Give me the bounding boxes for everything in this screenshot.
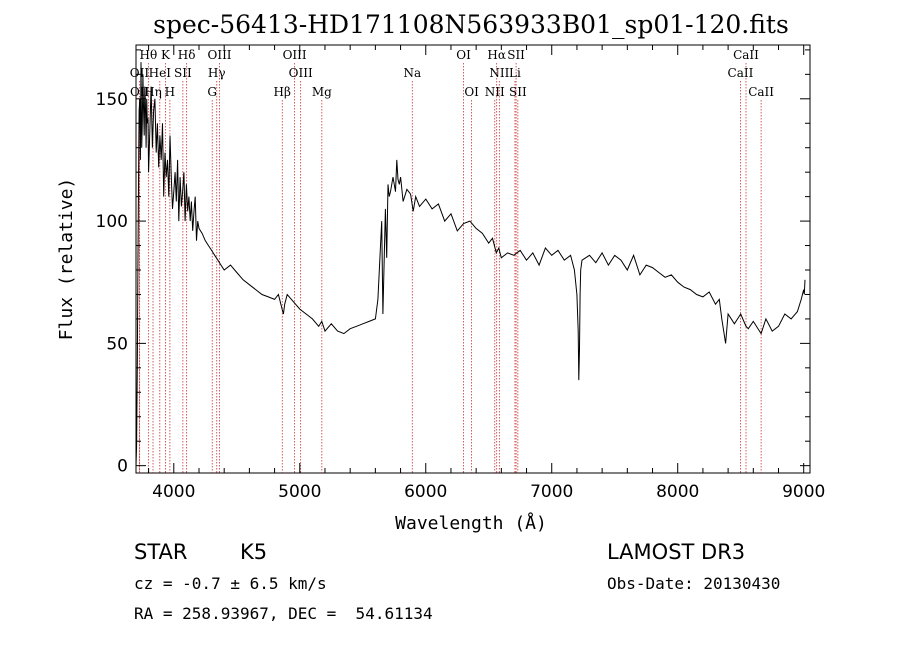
axis-tick-labels: 4000 5000 6000 7000 8000 9000 0 50 100 150	[96, 90, 826, 502]
line-marker-label: SII	[507, 48, 525, 62]
x-tick-label: 9000	[782, 482, 825, 502]
plot-frame	[135, 44, 811, 474]
line-marker-label: CaII	[748, 85, 774, 99]
y-tick-label: 150	[96, 90, 128, 110]
line-marker-label: SII	[509, 85, 527, 99]
x-tick-label: 8000	[656, 482, 699, 502]
line-marker-label: Na	[403, 66, 421, 80]
line-marker-label: Hγ	[208, 66, 226, 80]
y-axis-label: Flux (relative)	[56, 178, 77, 341]
line-marker-label: Mg	[312, 85, 332, 99]
line-marker-label: CaII	[733, 48, 759, 62]
redshift-readout: cz = -0.7 ± 6.5 km/s	[134, 574, 327, 593]
line-marker-label: H	[165, 85, 175, 99]
x-tick-label: 7000	[530, 482, 573, 502]
axis-ticks	[136, 45, 810, 473]
line-marker-label: OIII	[207, 48, 231, 62]
line-marker-label: Hβ	[274, 85, 291, 99]
line-marker-label: HeI	[149, 66, 172, 80]
line-marker-label: Hα	[487, 48, 506, 62]
coordinates-readout: RA = 258.93967, DEC = 54.61134	[134, 604, 433, 623]
line-marker-label: K	[161, 48, 171, 62]
line-marker-label: Hδ	[178, 48, 196, 62]
line-marker-label: OIII	[289, 66, 313, 80]
observation-date: Obs-Date: 20130430	[607, 574, 781, 593]
x-axis-label: Wavelength (Å)	[395, 512, 547, 534]
line-marker-label: SII	[174, 66, 192, 80]
line-marker-label: OIII	[283, 48, 307, 62]
spectrum-line	[135, 62, 806, 466]
chart-title: spec-56413-HD171108N563933B01_sp01-120.f…	[153, 10, 789, 39]
x-tick-label: 4000	[152, 482, 195, 502]
line-marker-label: NII	[489, 66, 509, 80]
line-marker-label: G	[207, 85, 217, 99]
line-marker-label: NII	[485, 85, 505, 99]
y-tick-label: 100	[96, 212, 128, 232]
spectral-subclass: K5	[240, 540, 268, 564]
line-marker-label: OI	[456, 48, 471, 62]
line-marker-label: Hθ	[139, 48, 157, 62]
line-marker-label: OII	[130, 66, 150, 80]
survey-name: LAMOST DR3	[607, 540, 746, 564]
line-marker-label: OI	[464, 85, 479, 99]
x-tick-label: 5000	[278, 482, 321, 502]
line-marker-label: Hη	[144, 85, 162, 99]
object-class: STAR	[134, 540, 188, 564]
x-tick-label: 6000	[404, 482, 447, 502]
y-tick-label: 50	[106, 334, 128, 354]
y-tick-label: 0	[117, 457, 128, 477]
line-marker-label: CaII	[728, 66, 754, 80]
line-marker-label: Li	[509, 66, 521, 80]
